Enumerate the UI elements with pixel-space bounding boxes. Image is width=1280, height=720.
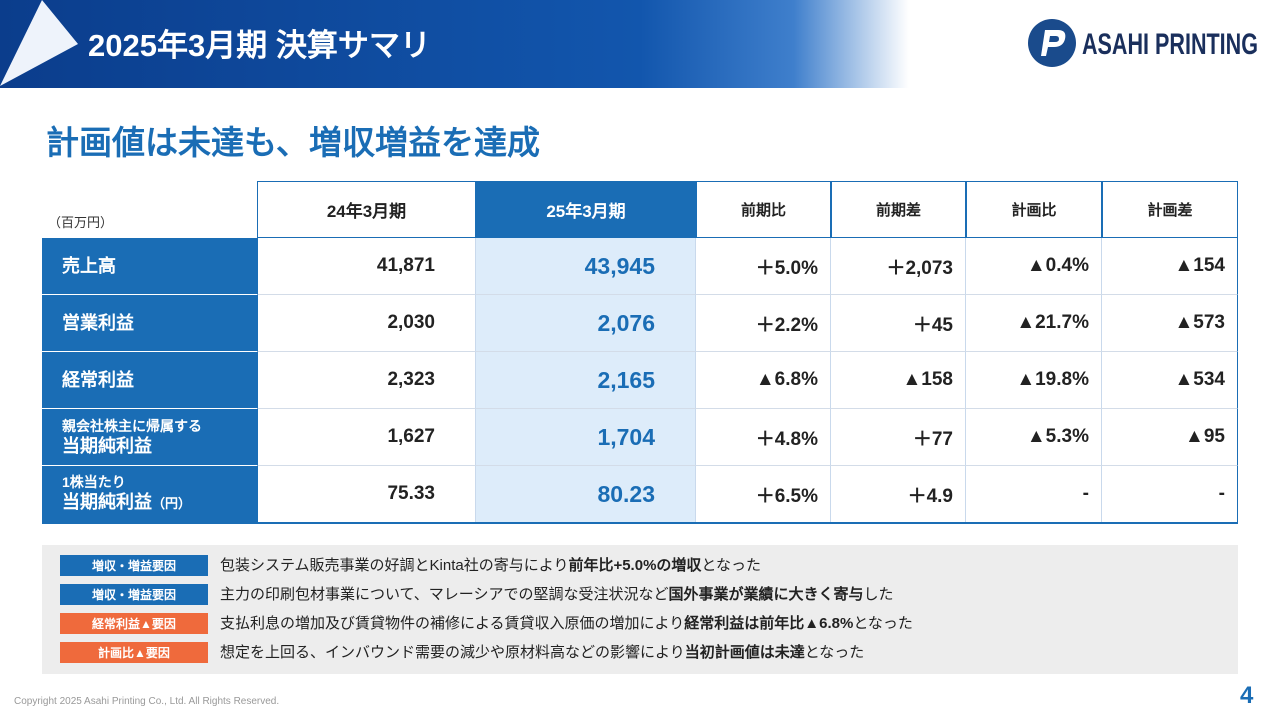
table-cell: 80.23 xyxy=(476,466,696,523)
subtitle: 計画値は未達も、増収増益を達成 xyxy=(46,124,541,161)
table-cell: ▲6.8% xyxy=(696,352,831,409)
row-label-line: 当期純利益（円） xyxy=(62,491,191,515)
column-header: 計画比 xyxy=(966,181,1102,238)
copyright: Copyright 2025 Asahi Printing Co., Ltd. … xyxy=(14,696,280,707)
row-label: 営業利益 xyxy=(42,295,257,352)
column-header: 計画差 xyxy=(1102,181,1238,238)
row-label-main: 売上高 xyxy=(62,256,116,276)
table-cell: 2,165 xyxy=(476,352,696,409)
header-title: 2025年3月期 決算サマリ xyxy=(88,28,431,63)
row-label: 経常利益 xyxy=(42,352,257,409)
note-tag: 計画比▲要因 xyxy=(60,642,208,663)
row-label-line: 営業利益 xyxy=(62,312,134,334)
note-emphasis: 前年比+5.0%の増収 xyxy=(568,557,702,574)
table-cell: ＋6.5% xyxy=(696,466,831,523)
table-cell: ＋4.9 xyxy=(831,466,966,523)
notes-box: 増収・増益要因 包装システム販売事業の好調とKinta社の寄与により前年比+5.0… xyxy=(42,545,1238,674)
table-cell: ＋2,073 xyxy=(831,238,966,295)
table-cell: - xyxy=(966,466,1102,523)
note-emphasis: 国外事業が業績に大きく寄与 xyxy=(668,586,864,603)
row-label: 1株当たり 当期純利益（円） xyxy=(42,466,257,523)
table-cell: - xyxy=(1102,466,1238,523)
note-text: 支払利息の増加及び賃貸物件の補修による賃貸収入原価の増加により経常利益は前年比▲… xyxy=(220,613,913,634)
table-cell: 75.33 xyxy=(257,466,476,523)
note-emphasis: 当初計画値は未達 xyxy=(684,644,805,661)
note-before: 支払利息の増加及び賃貸物件の補修による賃貸収入原価の増加により xyxy=(220,615,685,632)
table-cell: ▲5.3% xyxy=(966,409,1102,466)
table-cell: ▲19.8% xyxy=(966,352,1102,409)
note-text: 主力の印刷包材事業について、マレーシアでの堅調な受注状況など国外事業が業績に大き… xyxy=(220,584,894,605)
column-header: 前期差 xyxy=(831,181,966,238)
note-text: 包装システム販売事業の好調とKinta社の寄与により前年比+5.0%の増収となっ… xyxy=(220,555,761,576)
note-emphasis: 経常利益は前年比▲6.8% xyxy=(684,615,854,632)
table-cell: 43,945 xyxy=(476,238,696,295)
row-label: 売上高 xyxy=(42,238,257,295)
table-cell: ＋77 xyxy=(831,409,966,466)
table-bottom xyxy=(42,522,1238,524)
note-tag: 増収・増益要因 xyxy=(60,555,208,576)
note-text: 想定を上回る、インバウンド需要の減少や原材料高などの影響により当初計画値は未達と… xyxy=(220,642,864,663)
row-label-main: 当期純利益 xyxy=(62,491,152,512)
note-tag: 経常利益▲要因 xyxy=(60,613,208,634)
table-cell: 41,871 xyxy=(257,238,476,295)
row-label-suffix: （円） xyxy=(152,495,192,511)
table-cell: ＋2.2% xyxy=(696,295,831,352)
logo: ASAHI PRINTING xyxy=(1028,19,1258,67)
table-cell: ▲95 xyxy=(1102,409,1238,466)
note-before: 想定を上回る、インバウンド需要の減少や原材料高などの影響により xyxy=(220,644,685,661)
row-label-line: 経常利益 xyxy=(62,369,134,391)
table-cell: ＋4.8% xyxy=(696,409,831,466)
table-cell: ▲154 xyxy=(1102,238,1238,295)
row-label-main: 営業利益 xyxy=(62,313,134,333)
row-label-main: 経常利益 xyxy=(62,370,134,390)
row-label-small: 親会社株主に帰属する xyxy=(62,417,202,434)
row-label-line: 当期純利益 xyxy=(62,435,152,457)
table-cell: 2,030 xyxy=(257,295,476,352)
row-label-line: 売上高 xyxy=(62,255,116,277)
table-cell: ▲21.7% xyxy=(966,295,1102,352)
note-after: となった xyxy=(853,615,913,632)
note-after: となった xyxy=(804,644,865,661)
table-cell: 2,076 xyxy=(476,295,696,352)
row-label-main: 当期純利益 xyxy=(62,435,152,456)
table-cell: ▲534 xyxy=(1102,352,1238,409)
table-cell: ▲573 xyxy=(1102,295,1238,352)
page-number: 4 xyxy=(1240,682,1254,709)
row-label: 親会社株主に帰属する 当期純利益 xyxy=(42,409,257,466)
note-after: した xyxy=(863,586,894,603)
header-triangle xyxy=(0,0,78,86)
note-after: となった xyxy=(701,557,761,574)
table-cell: ▲158 xyxy=(831,352,966,409)
table-cell: ▲0.4% xyxy=(966,238,1102,295)
unit-label: （百万円） xyxy=(48,215,114,230)
column-header: 25年3月期 xyxy=(476,181,696,238)
column-header: 24年3月期 xyxy=(257,181,476,238)
note-before: 主力の印刷包材事業について、マレーシアでの堅調な受注状況など xyxy=(220,586,669,603)
note-before: 包装システム販売事業の好調とKinta社の寄与により xyxy=(220,557,569,574)
table-cell: ＋45 xyxy=(831,295,966,352)
table-cell: 1,627 xyxy=(257,409,476,466)
table-cell: ＋5.0% xyxy=(696,238,831,295)
table-cell: 1,704 xyxy=(476,409,696,466)
logo-text: ASAHI PRINTING xyxy=(1082,28,1258,61)
note-tag: 増収・増益要因 xyxy=(60,584,208,605)
row-label-small: 1株当たり xyxy=(62,473,126,490)
column-header: 前期比 xyxy=(696,181,831,238)
table-cell: 2,323 xyxy=(257,352,476,409)
